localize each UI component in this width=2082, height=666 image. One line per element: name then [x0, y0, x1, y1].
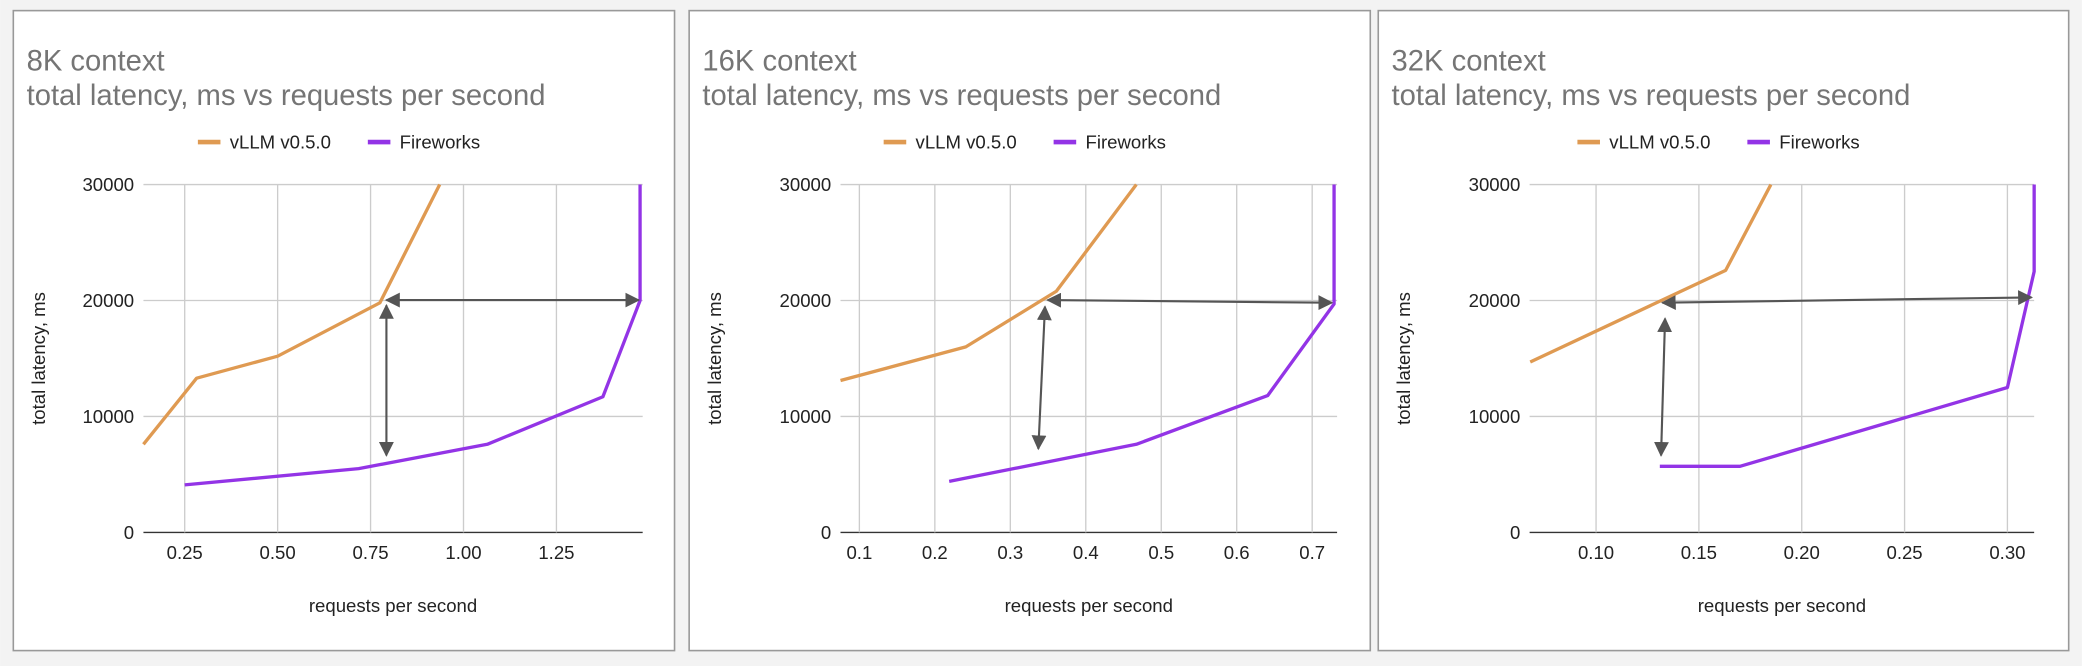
x-tick-label: 0.20	[1784, 542, 1820, 563]
panel-frame	[688, 9, 1372, 652]
y-tick-label: 10000	[780, 406, 832, 427]
series-line	[184, 184, 642, 487]
legend-label: vLLM v0.5.0	[230, 132, 331, 153]
x-tick-label: 0.5	[1148, 542, 1174, 563]
chart-title: 8K context	[27, 45, 165, 77]
chart-subtitle: total latency, ms vs requests per second	[27, 80, 546, 112]
y-tick-label: 0	[821, 522, 831, 543]
x-tick-label: 1.25	[538, 542, 574, 563]
chart-subtitle: total latency, ms vs requests per second	[1392, 80, 1911, 112]
y-tick-label: 20000	[1469, 290, 1521, 311]
legend-label: Fireworks	[1779, 132, 1860, 153]
series-line	[948, 184, 1336, 484]
y-tick-label: 30000	[82, 174, 134, 195]
y-axis-label: total latency, ms	[1393, 292, 1414, 425]
x-tick-label: 0.4	[1073, 542, 1099, 563]
x-tick-label: 0.15	[1681, 542, 1717, 563]
series-line	[142, 183, 442, 446]
x-tick-label: 0.6	[1224, 542, 1250, 563]
legend-label: vLLM v0.5.0	[1609, 132, 1710, 153]
panel-frame	[12, 9, 676, 652]
x-tick-label: 0.25	[1886, 542, 1922, 563]
y-tick-label: 20000	[780, 290, 832, 311]
annotation-arrow	[1046, 292, 1334, 311]
x-tick-label: 0.25	[167, 542, 203, 563]
x-axis-label: requests per second	[309, 595, 477, 616]
chart-title: 32K context	[1392, 45, 1546, 77]
y-tick-label: 10000	[82, 406, 134, 427]
y-axis-label: total latency, ms	[704, 292, 725, 425]
x-tick-label: 1.00	[445, 542, 481, 563]
x-tick-label: 0.2	[922, 542, 948, 563]
series-line	[1659, 184, 2036, 468]
chart-title: 16K context	[702, 45, 856, 77]
x-tick-label: 0.30	[1989, 542, 2025, 563]
x-tick-label: 0.1	[846, 542, 872, 563]
annotation-arrow	[1031, 305, 1052, 451]
y-tick-label: 30000	[1469, 174, 1521, 195]
series-line	[840, 183, 1138, 383]
y-tick-label: 20000	[82, 290, 134, 311]
x-tick-label: 0.75	[352, 542, 388, 563]
panel-frame	[1377, 9, 2070, 652]
y-tick-label: 0	[1510, 522, 1520, 543]
legend-label: Fireworks	[400, 132, 481, 153]
y-tick-label: 0	[124, 522, 134, 543]
y-tick-label: 30000	[780, 174, 832, 195]
x-axis-label: requests per second	[1005, 595, 1173, 616]
x-tick-label: 0.50	[260, 542, 296, 563]
y-tick-label: 10000	[1469, 406, 1521, 427]
legend-label: vLLM v0.5.0	[916, 132, 1017, 153]
annotation-arrow	[1654, 317, 1673, 457]
chart-subtitle: total latency, ms vs requests per second	[702, 80, 1221, 112]
legend-label: Fireworks	[1085, 132, 1166, 153]
x-tick-label: 0.3	[997, 542, 1023, 563]
annotation-arrow	[1660, 290, 2033, 310]
x-tick-label: 0.10	[1578, 542, 1614, 563]
series-line	[1529, 183, 1773, 364]
x-tick-label: 0.7	[1299, 542, 1325, 563]
y-axis-label: total latency, ms	[28, 292, 49, 425]
x-axis-label: requests per second	[1698, 595, 1866, 616]
